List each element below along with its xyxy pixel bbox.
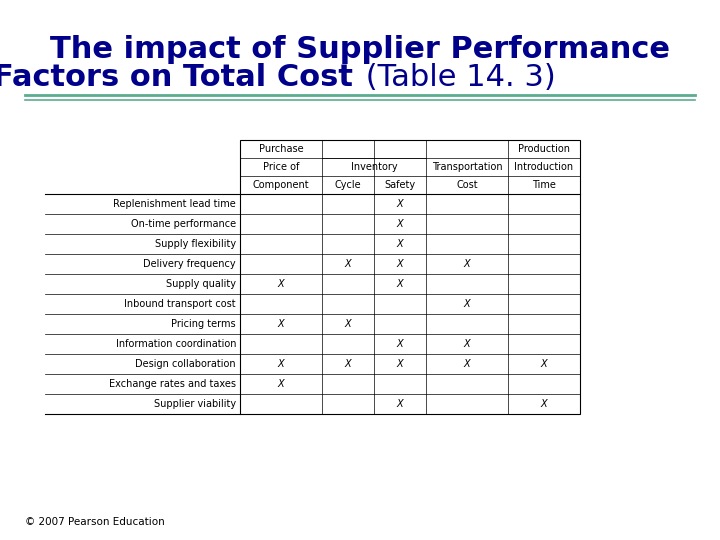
- Text: X: X: [464, 299, 470, 309]
- Text: X: X: [541, 399, 547, 409]
- Text: X: X: [397, 199, 403, 209]
- Text: X: X: [464, 359, 470, 369]
- Text: (Table 14. 3): (Table 14. 3): [356, 63, 556, 91]
- Text: Introduction: Introduction: [514, 162, 574, 172]
- Text: X: X: [397, 339, 403, 349]
- Text: Safety: Safety: [384, 180, 415, 190]
- Text: Production: Production: [518, 144, 570, 154]
- Text: Time: Time: [532, 180, 556, 190]
- Text: Component: Component: [253, 180, 310, 190]
- Text: Purchase: Purchase: [258, 144, 303, 154]
- Text: Price of: Price of: [263, 162, 300, 172]
- Text: X: X: [345, 359, 351, 369]
- Text: X: X: [345, 319, 351, 329]
- Text: Pricing terms: Pricing terms: [171, 319, 236, 329]
- Text: Design collaboration: Design collaboration: [135, 359, 236, 369]
- Text: Supplier viability: Supplier viability: [154, 399, 236, 409]
- Text: Delivery frequency: Delivery frequency: [143, 259, 236, 269]
- Text: On-time performance: On-time performance: [131, 219, 236, 229]
- Text: X: X: [397, 359, 403, 369]
- Text: X: X: [397, 399, 403, 409]
- Text: X: X: [345, 259, 351, 269]
- Text: X: X: [278, 379, 284, 389]
- Text: Inventory: Inventory: [351, 162, 397, 172]
- Text: X: X: [464, 339, 470, 349]
- Bar: [240, 140, 580, 414]
- Text: X: X: [397, 259, 403, 269]
- Text: Inbound transport cost: Inbound transport cost: [125, 299, 236, 309]
- Text: Cost: Cost: [456, 180, 478, 190]
- Text: © 2007 Pearson Education: © 2007 Pearson Education: [25, 517, 165, 527]
- Text: The impact of Supplier Performance: The impact of Supplier Performance: [50, 36, 670, 64]
- Text: Transportation: Transportation: [432, 162, 503, 172]
- Text: X: X: [397, 279, 403, 289]
- Text: Supply quality: Supply quality: [166, 279, 236, 289]
- Text: Cycle: Cycle: [335, 180, 361, 190]
- Text: Supply flexibility: Supply flexibility: [155, 239, 236, 249]
- Text: Information coordination: Information coordination: [115, 339, 236, 349]
- Text: Replenishment lead time: Replenishment lead time: [113, 199, 236, 209]
- Text: X: X: [397, 219, 403, 229]
- Text: X: X: [464, 259, 470, 269]
- Text: X: X: [278, 359, 284, 369]
- Text: X: X: [278, 279, 284, 289]
- Text: X: X: [278, 319, 284, 329]
- Text: Exchange rates and taxes: Exchange rates and taxes: [109, 379, 236, 389]
- Text: X: X: [541, 359, 547, 369]
- Text: X: X: [397, 239, 403, 249]
- Text: Factors on Total Cost: Factors on Total Cost: [0, 63, 353, 91]
